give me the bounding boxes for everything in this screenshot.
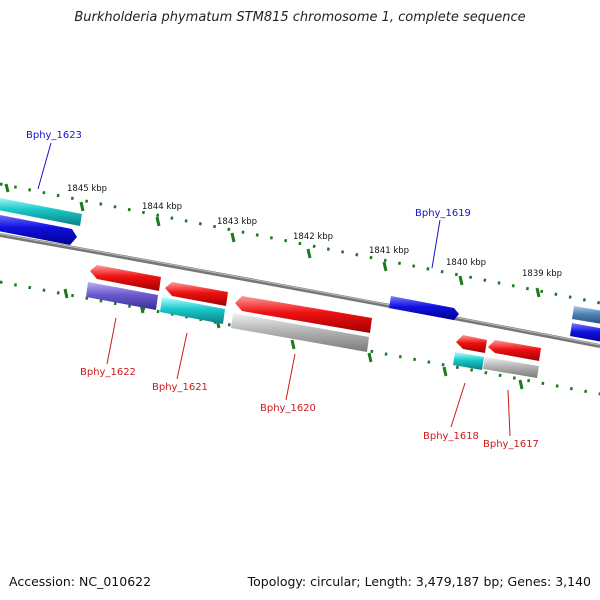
gene-bphy-1621-red[interactable]	[165, 282, 228, 306]
sequence-summary-text: Topology: circular; Length: 3,479,187 bp…	[247, 574, 591, 589]
major-ticks	[4, 183, 541, 390]
gene-bphy-1620[interactable]	[231, 313, 369, 352]
tick-label: 1839 kbp	[522, 269, 562, 279]
gene-bphy-1622[interactable]	[86, 282, 158, 310]
tick-labels: 1845 kbp 1844 kbp 1843 kbp 1842 kbp 1841…	[67, 184, 562, 279]
tick-label: 1843 kbp	[217, 217, 257, 227]
tick-label: 1842 kbp	[293, 232, 333, 242]
chromosome-backbone-highlight	[0, 233, 600, 346]
gene-bphy-1617-red[interactable]	[488, 340, 541, 361]
gene-label-bphy-1621[interactable]: Bphy_1621	[152, 382, 208, 393]
gene-bphy-1618[interactable]	[453, 352, 484, 370]
accession-text: Accession: NC_010622	[9, 574, 152, 589]
gene-label-bphy-1617[interactable]: Bphy_1617	[483, 439, 539, 450]
chromosome-backbone	[0, 233, 600, 348]
gene-bphy-1620-red[interactable]	[235, 296, 372, 333]
gene-label-bphy-1619[interactable]: Bphy_1619	[415, 208, 471, 219]
reverse-gene-labels: Bphy_1622 Bphy_1621 Bphy_1620 Bphy_1618 …	[80, 367, 539, 450]
tick-label: 1840 kbp	[446, 258, 486, 268]
map-title: Burkholderia phymatum STM815 chromosome …	[74, 10, 526, 25]
forward-genes	[0, 196, 600, 343]
gene-label-bphy-1622[interactable]: Bphy_1622	[80, 367, 136, 378]
gene-bphy-1617[interactable]	[483, 357, 539, 378]
gene-bphy-1621[interactable]	[160, 297, 225, 324]
reverse-genes	[86, 265, 541, 378]
gene-label-bphy-1620[interactable]: Bphy_1620	[260, 403, 316, 414]
gene-forward-blue-left[interactable]	[0, 213, 77, 245]
gene-bphy-1618-red[interactable]	[456, 335, 487, 353]
tick-label: 1841 kbp	[369, 246, 409, 256]
tick-label: 1845 kbp	[67, 184, 107, 194]
tick-label: 1844 kbp	[142, 202, 182, 212]
gene-bphy-1619[interactable]	[389, 296, 459, 320]
gene-forward-blue-right[interactable]	[570, 323, 600, 343]
forward-leader-lines	[37, 142, 441, 269]
forward-gene-labels: Bphy_1623 Bphy_1619	[26, 130, 471, 219]
gene-bphy-1622-red[interactable]	[90, 265, 161, 291]
gene-label-bphy-1618[interactable]: Bphy_1618	[423, 431, 479, 442]
gene-forward-steel[interactable]	[572, 306, 600, 325]
tick-track-upper	[0, 182, 600, 305]
gene-bphy-1623[interactable]	[0, 196, 82, 226]
reverse-leader-lines	[106, 317, 511, 437]
gene-label-bphy-1623[interactable]: Bphy_1623	[26, 130, 82, 141]
